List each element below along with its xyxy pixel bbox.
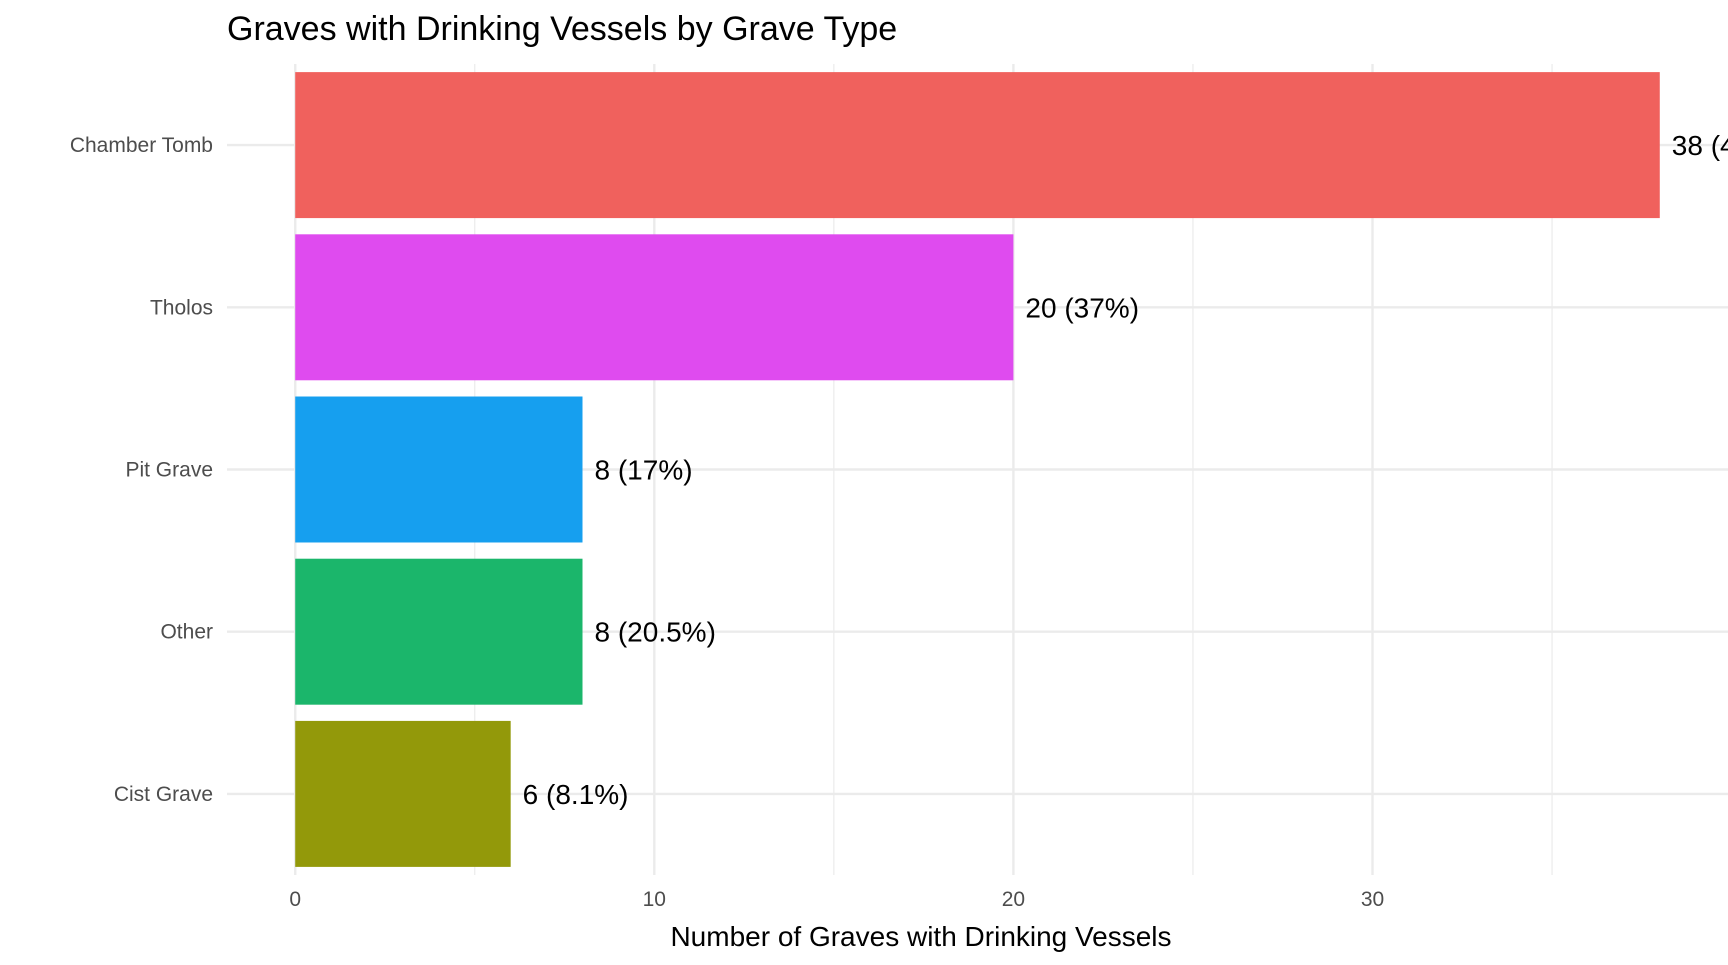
y-tick-label: Chamber Tomb	[70, 134, 213, 157]
y-tick-label: Other	[160, 621, 213, 644]
bar	[295, 72, 1660, 219]
x-tick-label: 30	[1361, 888, 1384, 911]
bars	[295, 72, 1660, 867]
bar-value-label: 8 (17%)	[595, 455, 693, 486]
x-axis-title: Number of Graves with Drinking Vessels	[670, 921, 1171, 952]
data-labels: 6 (8.1%) 8 (20.5%) 8 (17%) 20 (37%) 38 (48.1…	[523, 130, 1728, 810]
y-tick-label: Cist Grave	[114, 783, 213, 806]
chart-title: Graves with Drinking Vessels by Grave Ty…	[227, 10, 897, 48]
bar-value-label: 20 (37%)	[1025, 292, 1139, 323]
x-tick-label: 10	[643, 888, 666, 911]
bar-value-label: 38 (48.1%)	[1672, 130, 1728, 161]
bar	[295, 720, 511, 867]
bar-value-label: 6 (8.1%)	[523, 779, 629, 810]
x-axis-tick-labels: 0 10 20 30	[289, 888, 1384, 911]
y-axis-tick-labels: Cist Grave Other Pit Grave Tholos Chamber To…	[70, 134, 213, 806]
bar	[295, 396, 583, 543]
x-tick-label: 0	[289, 888, 301, 911]
bar	[295, 558, 583, 705]
x-tick-label: 20	[1002, 888, 1025, 911]
y-tick-label: Pit Grave	[125, 459, 213, 482]
bar-value-label: 8 (20.5%)	[595, 617, 716, 648]
bar	[295, 234, 1014, 381]
y-tick-label: Tholos	[150, 296, 213, 319]
